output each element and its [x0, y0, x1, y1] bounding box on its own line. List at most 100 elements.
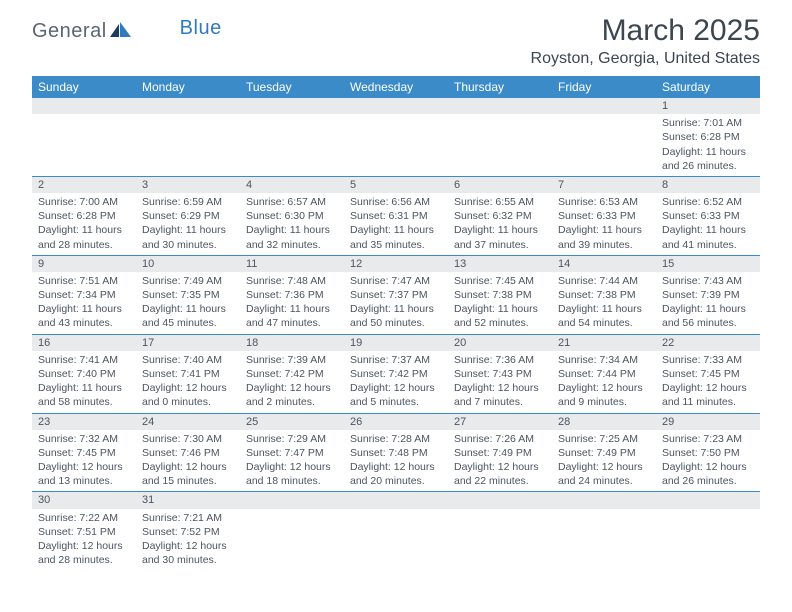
day-number: 13	[448, 256, 552, 272]
daylight-text: Daylight: 11 hours and 35 minutes.	[350, 223, 442, 251]
day-number: 24	[136, 414, 240, 430]
sunrise-text: Sunrise: 7:43 AM	[662, 274, 754, 288]
location-text: Royston, Georgia, United States	[531, 50, 760, 68]
day-number: 30	[32, 492, 136, 508]
day-details: Sunrise: 7:26 AMSunset: 7:49 PMDaylight:…	[448, 430, 552, 492]
daylight-text: Daylight: 11 hours and 58 minutes.	[38, 381, 130, 409]
daylight-text: Daylight: 11 hours and 30 minutes.	[142, 223, 234, 251]
sunrise-text: Sunrise: 7:47 AM	[350, 274, 442, 288]
calendar-week-row: 1Sunrise: 7:01 AMSunset: 6:28 PMDaylight…	[32, 98, 760, 176]
calendar-day-cell: 25Sunrise: 7:29 AMSunset: 7:47 PMDayligh…	[240, 413, 344, 492]
daylight-text: Daylight: 11 hours and 47 minutes.	[246, 302, 338, 330]
day-details: Sunrise: 6:59 AMSunset: 6:29 PMDaylight:…	[136, 193, 240, 255]
sunrise-text: Sunrise: 6:55 AM	[454, 195, 546, 209]
day-details: Sunrise: 7:22 AMSunset: 7:51 PMDaylight:…	[32, 509, 136, 571]
sunset-text: Sunset: 7:52 PM	[142, 525, 234, 539]
daylight-text: Daylight: 12 hours and 28 minutes.	[38, 539, 130, 567]
sunrise-text: Sunrise: 7:39 AM	[246, 353, 338, 367]
sunset-text: Sunset: 7:48 PM	[350, 446, 442, 460]
sunrise-text: Sunrise: 7:34 AM	[558, 353, 650, 367]
sunrise-text: Sunrise: 7:22 AM	[38, 511, 130, 525]
calendar-day-cell: 20Sunrise: 7:36 AMSunset: 7:43 PMDayligh…	[448, 334, 552, 413]
day-number: 11	[240, 256, 344, 272]
daynum-bar-empty	[344, 98, 448, 114]
sunrise-text: Sunrise: 7:01 AM	[662, 116, 754, 130]
daylight-text: Daylight: 12 hours and 11 minutes.	[662, 381, 754, 409]
day-number: 6	[448, 177, 552, 193]
sunset-text: Sunset: 7:38 PM	[454, 288, 546, 302]
day-details: Sunrise: 7:48 AMSunset: 7:36 PMDaylight:…	[240, 272, 344, 334]
daylight-text: Daylight: 12 hours and 26 minutes.	[662, 460, 754, 488]
day-number: 28	[552, 414, 656, 430]
daylight-text: Daylight: 12 hours and 18 minutes.	[246, 460, 338, 488]
sunrise-text: Sunrise: 6:59 AM	[142, 195, 234, 209]
day-number: 7	[552, 177, 656, 193]
calendar-day-cell: 28Sunrise: 7:25 AMSunset: 7:49 PMDayligh…	[552, 413, 656, 492]
daylight-text: Daylight: 12 hours and 22 minutes.	[454, 460, 546, 488]
daylight-text: Daylight: 12 hours and 15 minutes.	[142, 460, 234, 488]
logo: General Blue	[32, 20, 222, 43]
calendar-day-cell: 27Sunrise: 7:26 AMSunset: 7:49 PMDayligh…	[448, 413, 552, 492]
weekday-header: Tuesday	[240, 76, 344, 98]
calendar-week-row: 9Sunrise: 7:51 AMSunset: 7:34 PMDaylight…	[32, 255, 760, 334]
daylight-text: Daylight: 11 hours and 50 minutes.	[350, 302, 442, 330]
day-number: 25	[240, 414, 344, 430]
day-details: Sunrise: 6:56 AMSunset: 6:31 PMDaylight:…	[344, 193, 448, 255]
sunset-text: Sunset: 7:38 PM	[558, 288, 650, 302]
calendar-empty-cell	[552, 492, 656, 570]
calendar-day-cell: 31Sunrise: 7:21 AMSunset: 7:52 PMDayligh…	[136, 492, 240, 570]
weekday-header: Monday	[136, 76, 240, 98]
day-details: Sunrise: 7:32 AMSunset: 7:45 PMDaylight:…	[32, 430, 136, 492]
sunrise-text: Sunrise: 7:32 AM	[38, 432, 130, 446]
calendar-table: SundayMondayTuesdayWednesdayThursdayFrid…	[32, 76, 760, 570]
calendar-week-row: 30Sunrise: 7:22 AMSunset: 7:51 PMDayligh…	[32, 492, 760, 570]
sunrise-text: Sunrise: 7:36 AM	[454, 353, 546, 367]
calendar-day-cell: 5Sunrise: 6:56 AMSunset: 6:31 PMDaylight…	[344, 176, 448, 255]
day-details: Sunrise: 7:51 AMSunset: 7:34 PMDaylight:…	[32, 272, 136, 334]
daylight-text: Daylight: 12 hours and 0 minutes.	[142, 381, 234, 409]
calendar-day-cell: 10Sunrise: 7:49 AMSunset: 7:35 PMDayligh…	[136, 255, 240, 334]
day-details: Sunrise: 7:28 AMSunset: 7:48 PMDaylight:…	[344, 430, 448, 492]
day-details: Sunrise: 7:45 AMSunset: 7:38 PMDaylight:…	[448, 272, 552, 334]
calendar-day-cell: 24Sunrise: 7:30 AMSunset: 7:46 PMDayligh…	[136, 413, 240, 492]
day-number: 5	[344, 177, 448, 193]
sunset-text: Sunset: 7:44 PM	[558, 367, 650, 381]
sail-icon	[110, 22, 132, 43]
calendar-empty-cell	[32, 98, 136, 176]
daynum-bar-empty	[552, 492, 656, 508]
day-details: Sunrise: 7:37 AMSunset: 7:42 PMDaylight:…	[344, 351, 448, 413]
day-details: Sunrise: 7:39 AMSunset: 7:42 PMDaylight:…	[240, 351, 344, 413]
sunset-text: Sunset: 7:45 PM	[38, 446, 130, 460]
calendar-day-cell: 12Sunrise: 7:47 AMSunset: 7:37 PMDayligh…	[344, 255, 448, 334]
day-details: Sunrise: 7:30 AMSunset: 7:46 PMDaylight:…	[136, 430, 240, 492]
daylight-text: Daylight: 12 hours and 30 minutes.	[142, 539, 234, 567]
day-details: Sunrise: 7:01 AMSunset: 6:28 PMDaylight:…	[656, 114, 760, 176]
calendar-day-cell: 23Sunrise: 7:32 AMSunset: 7:45 PMDayligh…	[32, 413, 136, 492]
sunrise-text: Sunrise: 6:52 AM	[662, 195, 754, 209]
calendar-day-cell: 17Sunrise: 7:40 AMSunset: 7:41 PMDayligh…	[136, 334, 240, 413]
calendar-day-cell: 4Sunrise: 6:57 AMSunset: 6:30 PMDaylight…	[240, 176, 344, 255]
sunset-text: Sunset: 6:32 PM	[454, 209, 546, 223]
month-title: March 2025	[531, 14, 760, 48]
calendar-day-cell: 22Sunrise: 7:33 AMSunset: 7:45 PMDayligh…	[656, 334, 760, 413]
weekday-header: Saturday	[656, 76, 760, 98]
sunset-text: Sunset: 7:36 PM	[246, 288, 338, 302]
sunrise-text: Sunrise: 7:33 AM	[662, 353, 754, 367]
sunset-text: Sunset: 7:34 PM	[38, 288, 130, 302]
daylight-text: Daylight: 11 hours and 43 minutes.	[38, 302, 130, 330]
daylight-text: Daylight: 12 hours and 5 minutes.	[350, 381, 442, 409]
sunset-text: Sunset: 7:50 PM	[662, 446, 754, 460]
calendar-day-cell: 11Sunrise: 7:48 AMSunset: 7:36 PMDayligh…	[240, 255, 344, 334]
daylight-text: Daylight: 11 hours and 52 minutes.	[454, 302, 546, 330]
day-number: 12	[344, 256, 448, 272]
daynum-bar-empty	[136, 98, 240, 114]
sunrise-text: Sunrise: 7:26 AM	[454, 432, 546, 446]
calendar-empty-cell	[240, 492, 344, 570]
calendar-day-cell: 19Sunrise: 7:37 AMSunset: 7:42 PMDayligh…	[344, 334, 448, 413]
day-details: Sunrise: 7:23 AMSunset: 7:50 PMDaylight:…	[656, 430, 760, 492]
sunrise-text: Sunrise: 7:49 AM	[142, 274, 234, 288]
calendar-day-cell: 8Sunrise: 6:52 AMSunset: 6:33 PMDaylight…	[656, 176, 760, 255]
sunset-text: Sunset: 6:33 PM	[662, 209, 754, 223]
day-details: Sunrise: 7:40 AMSunset: 7:41 PMDaylight:…	[136, 351, 240, 413]
calendar-day-cell: 2Sunrise: 7:00 AMSunset: 6:28 PMDaylight…	[32, 176, 136, 255]
